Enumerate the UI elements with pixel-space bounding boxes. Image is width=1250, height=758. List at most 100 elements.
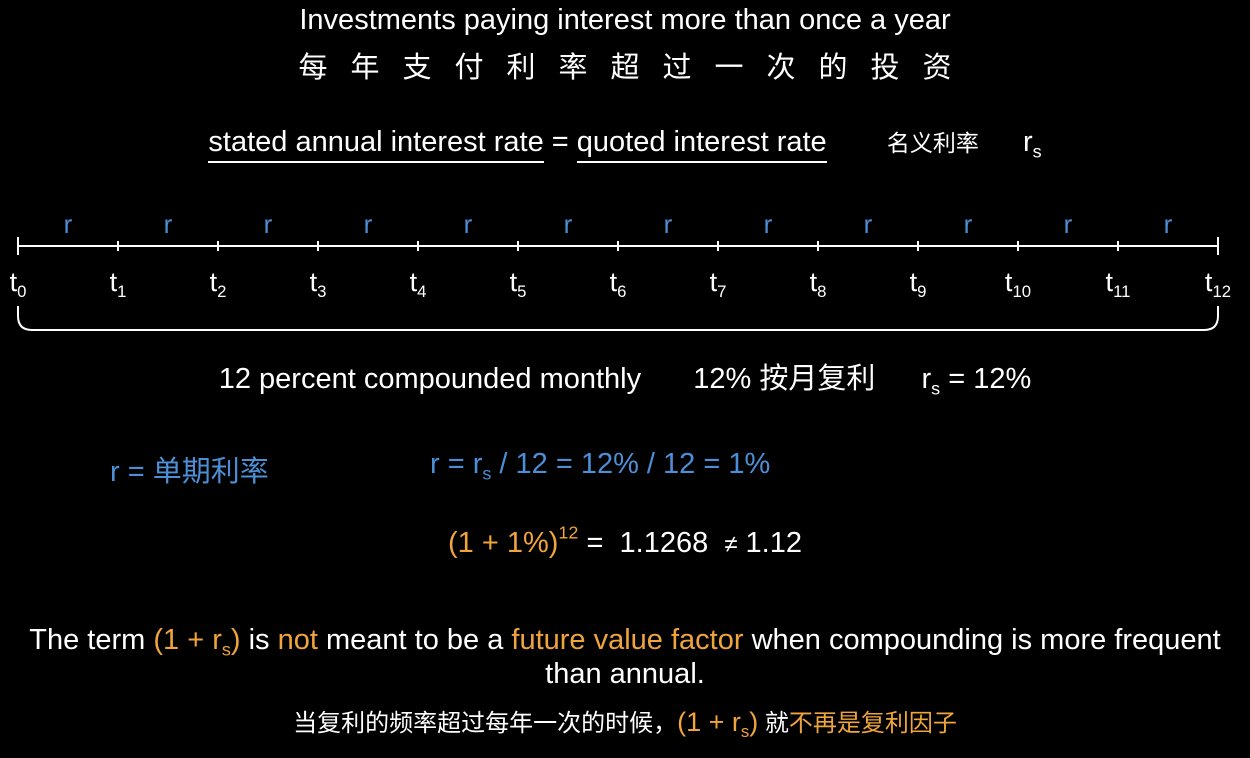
period-rate-definition: r = 单期利率 <box>110 456 269 488</box>
time-point-label: t6 <box>609 267 627 301</box>
note-zh-p1: 当复利的频率超过每年一次的时候， <box>293 710 678 737</box>
time-point-base: t <box>209 267 218 297</box>
note-expr-pre: (1 + r <box>153 624 222 656</box>
time-point-index: 7 <box>717 281 727 301</box>
definition-equals: = <box>551 126 569 158</box>
period-rate-label: r <box>363 209 373 239</box>
formula-pre: r = r <box>430 448 483 480</box>
period-rate-label: r <box>463 209 473 239</box>
compound-calculation: (1 + 1%)12 = 1.1268 ≠ 1.12 <box>0 524 1250 560</box>
time-point-index: 6 <box>617 281 627 301</box>
note-p1: The term <box>29 624 154 656</box>
note-zh-expr-sub: s <box>740 721 750 741</box>
note-zh-expr-pre: (1 + r <box>677 707 741 737</box>
time-point-base: t <box>809 267 818 297</box>
time-point-index: 8 <box>817 281 827 301</box>
time-point-index: 11 <box>1113 281 1131 301</box>
title-english: Investments paying interest more than on… <box>299 4 951 36</box>
time-point-label: t9 <box>909 267 927 301</box>
calc-exponent: 12 <box>558 522 579 543</box>
note-not: not <box>277 624 318 656</box>
time-point-index: 1 <box>117 281 127 301</box>
time-point-index: 9 <box>917 281 927 301</box>
note-expr-post: ) <box>230 624 241 656</box>
time-point-label: t5 <box>509 267 527 301</box>
time-point-base: t <box>309 267 318 297</box>
time-point-index: 0 <box>17 281 27 301</box>
period-rate-label: r <box>863 209 873 239</box>
time-point-label: t0 <box>9 267 27 301</box>
time-point-index: 4 <box>417 281 427 301</box>
period-rate-label: r <box>763 209 773 239</box>
time-point-index: 5 <box>517 281 527 301</box>
stated-annual-rate-term: stated annual interest rate <box>208 126 544 163</box>
period-rate-label: r <box>1063 209 1073 239</box>
time-point-base: t <box>609 267 618 297</box>
symbol-r: r <box>1022 126 1033 158</box>
note-chinese: 当复利的频率超过每年一次的时候，(1 + rs) 就不再是复利因子 <box>0 703 1250 740</box>
period-rate-label: r <box>263 209 273 239</box>
time-point-label: t11 <box>1105 267 1131 301</box>
note-zh-expr-post: ) <box>749 707 759 737</box>
time-point-base: t <box>9 267 18 297</box>
quoted-rate-term: quoted interest rate <box>576 126 827 163</box>
period-rate-label: r <box>963 209 973 239</box>
not-equal-sign: ≠ <box>724 531 738 558</box>
time-point-label: t4 <box>409 267 427 301</box>
note-zh-expr: (1 + rs) <box>677 707 759 740</box>
period-rate-label: r <box>63 209 73 239</box>
calc-base-text: (1 + 1%) <box>447 527 559 559</box>
period-rate-label: r <box>663 209 673 239</box>
time-point-base: t <box>1105 267 1114 297</box>
summary-line: 12 percent compounded monthly 12% 按月复利 r… <box>0 355 1250 397</box>
period-rate-label: r <box>563 209 573 239</box>
time-point-base: t <box>909 267 918 297</box>
time-point-base: t <box>1204 267 1213 297</box>
time-point-label: t8 <box>809 267 827 301</box>
time-point-base: t <box>709 267 718 297</box>
note-zh-p2: 就 <box>758 710 789 737</box>
summary-english: 12 percent compounded monthly <box>218 363 642 395</box>
note-p3: meant to be a <box>317 624 512 656</box>
time-point-base: t <box>509 267 518 297</box>
time-point-base: t <box>109 267 118 297</box>
title-chinese: 每年支付利率超过一次的投资 <box>298 52 975 84</box>
formula-sub: s <box>482 463 492 484</box>
note-expr-sub: s <box>221 639 231 660</box>
note-zh-p3: 不再是复利因子 <box>788 710 957 737</box>
calc-equals-result: = 1.1268 <box>578 527 725 559</box>
time-point-label: t12 <box>1204 267 1232 301</box>
calc-base: (1 + 1%)12 <box>447 524 578 559</box>
timeline-bracket <box>17 306 1219 331</box>
period-rate-label: r <box>1163 209 1173 239</box>
time-point-label: t1 <box>109 267 127 301</box>
timeline-diagram <box>17 237 1219 331</box>
period-rate-formula: r = rs / 12 = 12% / 12 = 1% <box>430 448 771 484</box>
time-point-label: t7 <box>709 267 727 301</box>
note-p2: is <box>240 624 278 656</box>
formula-post: / 12 = 12% / 12 = 1% <box>491 448 771 480</box>
time-point-label: t10 <box>1004 267 1032 301</box>
definition-chinese: 名义利率 <box>886 130 979 156</box>
stated-rate-symbol: rs <box>1022 126 1042 162</box>
summary-sym-eq: = 12% <box>948 363 1032 395</box>
note-expr: (1 + rs) <box>153 624 241 660</box>
period-rate-label: r <box>163 209 173 239</box>
time-point-index: 2 <box>217 281 227 301</box>
note-english: The term (1 + rs) is not meant to be a f… <box>0 623 1250 691</box>
time-point-base: t <box>409 267 418 297</box>
time-point-index: 10 <box>1012 281 1032 301</box>
timeline-lines <box>17 237 1219 331</box>
time-point-label: t2 <box>209 267 227 301</box>
definition-line: stated annual interest rate = quoted int… <box>0 124 1250 163</box>
summary-rate-equation: rs = 12% <box>921 363 1032 397</box>
symbol-s-sub: s <box>1032 141 1042 162</box>
calc-compare: 1.12 <box>737 527 802 559</box>
time-point-index: 3 <box>317 281 327 301</box>
note-fvf: future value factor <box>511 624 744 656</box>
note-p4: when compounding is more frequent than a… <box>545 624 1221 690</box>
summary-chinese: 12% 按月复利 <box>693 363 876 395</box>
time-point-index: 12 <box>1212 281 1232 301</box>
time-point-label: t3 <box>309 267 327 301</box>
time-point-base: t <box>1004 267 1013 297</box>
